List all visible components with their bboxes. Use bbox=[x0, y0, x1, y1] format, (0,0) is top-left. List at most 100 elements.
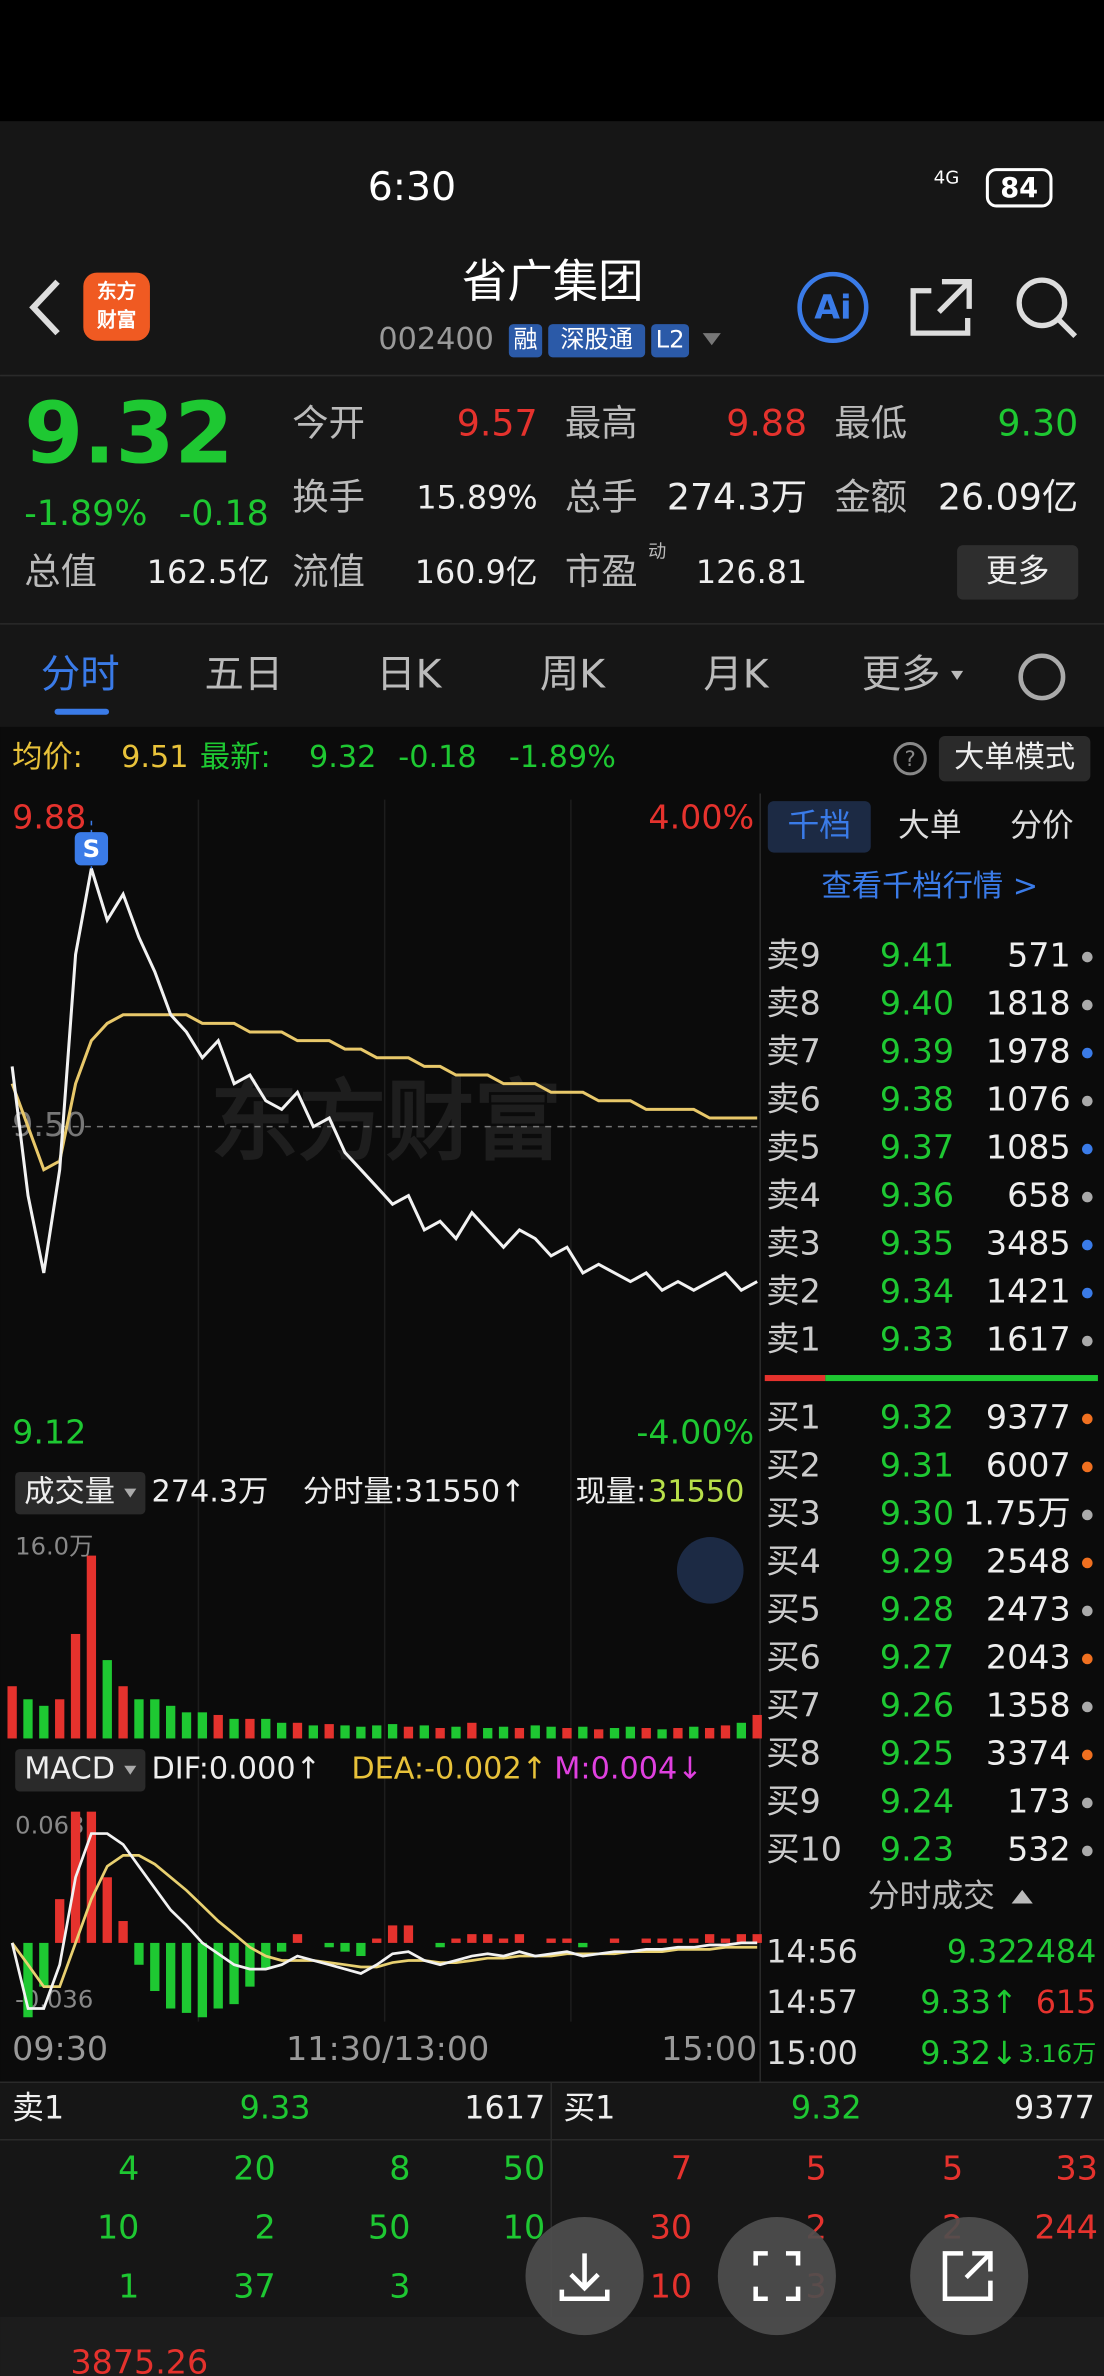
dropdown bbox=[951, 670, 964, 680]
book-dot bbox=[1082, 999, 1093, 1011]
macd-label: MACD bbox=[24, 1752, 115, 1787]
book-label: 卖3 bbox=[766, 1224, 820, 1263]
book-price: 9.29 bbox=[880, 1541, 954, 1580]
macd-bar bbox=[435, 1942, 445, 1948]
top-bar bbox=[0, 0, 1104, 122]
field-label: 最低 bbox=[834, 402, 907, 445]
help: ? bbox=[905, 746, 916, 771]
queue-value: 7 bbox=[671, 2149, 692, 2188]
volume-bar bbox=[356, 1726, 366, 1739]
macd-bar bbox=[356, 1942, 366, 1957]
book-tab: 分价 bbox=[1010, 807, 1074, 844]
volume-bar bbox=[261, 1718, 271, 1739]
macd-bar bbox=[23, 1942, 33, 2018]
book-dot bbox=[1082, 1509, 1093, 1521]
more-button[interactable] bbox=[957, 545, 1079, 600]
field-label: 最高 bbox=[565, 402, 638, 445]
queue-value: 4 bbox=[118, 2149, 139, 2188]
volume-bar bbox=[150, 1699, 160, 1739]
macd-bar bbox=[403, 1925, 414, 1943]
macd-bar bbox=[387, 1925, 398, 1943]
macd-bar bbox=[689, 1938, 699, 1943]
book-price: 9.26 bbox=[880, 1685, 954, 1724]
book-price: 9.34 bbox=[880, 1272, 954, 1311]
queue-value: 2 bbox=[254, 2208, 275, 2247]
tag-badge bbox=[548, 324, 646, 358]
volume-selector[interactable] bbox=[15, 1471, 146, 1515]
tab: 更多 bbox=[862, 651, 941, 697]
book-dot bbox=[1082, 1461, 1093, 1473]
book-dot bbox=[1082, 1413, 1093, 1425]
book-label: 卖1 bbox=[766, 1320, 820, 1359]
volume-bar bbox=[23, 1699, 33, 1739]
mode-button[interactable] bbox=[938, 735, 1091, 782]
book-label: 买5 bbox=[766, 1589, 820, 1628]
queue-value: 50 bbox=[503, 2149, 545, 2188]
book-dot bbox=[1082, 1191, 1093, 1203]
battery bbox=[985, 168, 1053, 208]
ai-button[interactable] bbox=[797, 271, 869, 343]
trade-price: 9.32 bbox=[947, 1933, 1018, 1970]
book-label: 买8 bbox=[766, 1733, 820, 1772]
macd-bar bbox=[657, 1938, 667, 1943]
share-button[interactable] bbox=[910, 279, 972, 336]
x-label: 11:30/13:00 bbox=[286, 2029, 489, 2068]
book-dot bbox=[1082, 1605, 1093, 1617]
book-label: 买10 bbox=[766, 1829, 842, 1868]
current-volume: 31550 bbox=[648, 1475, 744, 1510]
help-icon[interactable] bbox=[893, 742, 927, 776]
trade-volume: 3.16万 bbox=[1018, 2040, 1096, 2068]
expand-button[interactable] bbox=[676, 1537, 744, 1604]
stock-code: 002400 bbox=[378, 322, 494, 357]
network: 4G bbox=[934, 168, 960, 189]
volume-bar bbox=[308, 1725, 318, 1739]
book-label: 卖6 bbox=[766, 1080, 820, 1119]
book-volume: 1076 bbox=[986, 1080, 1071, 1119]
macd-bar bbox=[39, 1942, 49, 1987]
volume-bar bbox=[39, 1705, 49, 1739]
book-label: 买2 bbox=[766, 1445, 820, 1484]
book-dot bbox=[1082, 1557, 1093, 1569]
macd-bar bbox=[276, 1942, 287, 1952]
tab-underline bbox=[54, 708, 110, 715]
macd-bar bbox=[118, 1921, 128, 1943]
book-dot bbox=[1082, 1143, 1093, 1155]
book-price: 9.27 bbox=[880, 1637, 954, 1676]
float-button[interactable] bbox=[717, 2216, 836, 2336]
macd-bar bbox=[609, 1938, 620, 1943]
book-label: 卖2 bbox=[766, 1272, 820, 1311]
field-value: 15.89% bbox=[416, 480, 537, 517]
macd-bar bbox=[181, 1942, 192, 2013]
macd-bar bbox=[340, 1942, 350, 1952]
volume-bar bbox=[340, 1725, 350, 1739]
macd-bar bbox=[134, 1942, 144, 1965]
back-button[interactable] bbox=[29, 279, 60, 336]
book-dot bbox=[1082, 1335, 1093, 1347]
macd-bar bbox=[736, 1934, 746, 1943]
volume-bar bbox=[689, 1726, 699, 1739]
m-label: M:0.004↓ bbox=[554, 1752, 702, 1787]
battery-level: 84 bbox=[1000, 173, 1038, 204]
trade-time: 15:00 bbox=[766, 2035, 858, 2072]
macd-bar bbox=[150, 1942, 160, 1992]
macd-selector[interactable] bbox=[15, 1749, 146, 1792]
macd-bar bbox=[451, 1938, 461, 1943]
field-sup: 动 bbox=[648, 542, 666, 563]
book-label: 买3 bbox=[766, 1493, 820, 1532]
change: -0.18 bbox=[398, 740, 476, 775]
spread-bar-right bbox=[825, 1375, 1098, 1382]
book-price: 9.39 bbox=[880, 1032, 954, 1071]
macd-bar bbox=[197, 1942, 208, 2018]
book-volume: 1085 bbox=[986, 1128, 1071, 1167]
search-button[interactable] bbox=[1016, 277, 1068, 329]
book-label: 卖7 bbox=[766, 1032, 820, 1071]
field-value: 160.9亿 bbox=[415, 554, 538, 591]
book-dot bbox=[1082, 1797, 1093, 1809]
volume-bar bbox=[403, 1726, 414, 1739]
volume-bar bbox=[166, 1705, 176, 1739]
y-tick-label: 9.50 bbox=[12, 1105, 86, 1144]
tab: 日K bbox=[376, 651, 442, 697]
settings-button[interactable] bbox=[1018, 653, 1066, 701]
macd-bar bbox=[166, 1942, 176, 2009]
avg-label: 均价: bbox=[12, 740, 83, 775]
